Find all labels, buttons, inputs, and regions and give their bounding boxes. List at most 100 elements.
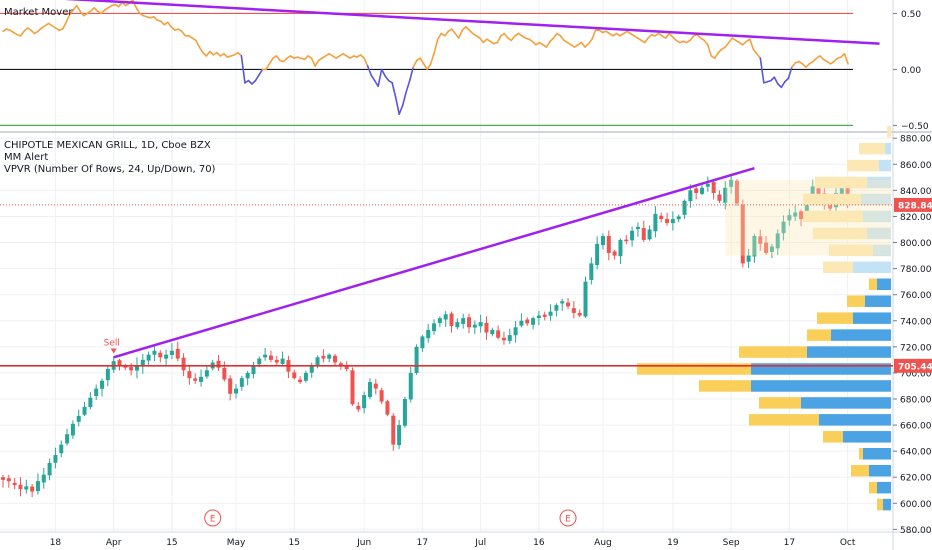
market-mover-pane[interactable] — [0, 0, 880, 127]
candle-body — [676, 216, 681, 220]
candle-body — [711, 181, 716, 193]
vp-down-bar — [877, 278, 891, 291]
candle-body — [787, 215, 792, 221]
candle-body — [338, 363, 343, 366]
candle-body — [59, 444, 64, 454]
candle-body — [408, 372, 413, 400]
osc-tick-label: −0.50 — [901, 122, 929, 132]
oscillator-segment — [503, 32, 509, 39]
oscillator-segment — [727, 37, 734, 44]
oscillator-segment — [377, 68, 383, 88]
oscillator-segment — [310, 57, 316, 67]
oscillator-segment — [314, 59, 320, 67]
price-tick-label: 820.00 — [900, 213, 932, 223]
oscillator-segment — [380, 68, 386, 77]
candle-body — [752, 236, 757, 257]
candle-body — [181, 357, 186, 371]
candle-body — [53, 455, 58, 463]
time-tick-label: 18 — [50, 538, 62, 548]
oscillator-segment — [75, 4, 81, 12]
candle-body — [694, 188, 699, 193]
candle-body — [839, 183, 844, 195]
vp-up-bar — [847, 159, 879, 172]
oscillator-segment — [482, 38, 488, 44]
vp-down-bar — [853, 312, 891, 324]
candle-body — [659, 215, 664, 220]
candle-body — [461, 318, 466, 324]
oscillator-segment — [282, 57, 288, 63]
candle-body — [496, 330, 501, 338]
oscillator-segment — [166, 21, 173, 28]
oscillator-segment — [479, 37, 485, 44]
oscillator-segment — [159, 20, 166, 26]
vp-down-bar — [885, 142, 891, 155]
oscillator-title: Market Mover — [4, 7, 73, 18]
price-tick-label: 620.00 — [900, 474, 932, 484]
oscillator-segment — [833, 57, 839, 63]
vp-highlight-zone — [725, 179, 891, 256]
candle-body — [653, 213, 658, 232]
candle-body — [740, 204, 745, 264]
candle-body — [688, 190, 693, 202]
candle-body — [187, 371, 192, 379]
time-tick-label: 19 — [667, 538, 679, 548]
candle-body — [257, 358, 262, 365]
oscillator-segment — [801, 63, 807, 68]
vp-up-bar — [815, 176, 867, 189]
oscillator-segment — [209, 50, 215, 56]
oscillator-segment — [510, 35, 516, 42]
candle-body — [303, 372, 308, 381]
candle-body — [548, 311, 553, 316]
price-badge — [894, 358, 932, 373]
candle-body — [100, 380, 105, 389]
oscillator-segment — [791, 61, 797, 68]
candle-body — [443, 314, 448, 320]
candle-body — [583, 281, 588, 317]
oscillator-segment — [591, 29, 597, 40]
candle-body — [1, 477, 5, 480]
candle-body — [123, 366, 128, 368]
vp-down-bar — [867, 176, 891, 189]
oscillator-segment — [30, 29, 36, 35]
candle-body — [105, 369, 110, 381]
candle-body — [239, 378, 244, 387]
vp-down-bar — [831, 329, 891, 341]
candle-body — [432, 323, 437, 332]
candle-body — [478, 322, 483, 327]
oscillator-segment — [713, 51, 720, 60]
earnings-label: E — [210, 515, 216, 525]
oscillator-segment — [812, 57, 818, 63]
legend-line-symbol: CHIPOTLE MEXICAN GRILL, 1D, Cboe BZX — [4, 140, 211, 151]
vp-down-bar — [801, 397, 891, 409]
oscillator-segment — [580, 41, 586, 48]
candle-body — [228, 378, 233, 394]
candle-body — [571, 308, 576, 313]
candle-body — [175, 348, 180, 359]
oscillator-segment — [419, 57, 425, 65]
oscillator-segment — [696, 33, 702, 39]
vp-up-bar — [803, 193, 861, 206]
vp-down-bar — [879, 159, 891, 172]
oscillator-segment — [131, 0, 138, 9]
oscillator-segment — [426, 63, 432, 71]
vp-down-bar — [819, 414, 891, 426]
candle-body — [606, 236, 611, 253]
candle-body — [700, 187, 704, 194]
vp-up-bar — [817, 312, 853, 324]
oscillator-segment — [756, 52, 762, 60]
candle-body — [490, 329, 495, 335]
vp-up-bar — [877, 498, 883, 511]
vp-up-bar — [699, 380, 751, 392]
candle-body — [665, 219, 670, 223]
candle-body — [420, 336, 425, 349]
candle-body — [321, 355, 326, 359]
oscillator-segment — [394, 96, 401, 116]
oscillator-segment — [268, 57, 274, 65]
candle-body — [734, 180, 739, 204]
price-pane[interactable] — [1, 173, 850, 498]
vp-up-bar — [851, 464, 869, 477]
candle-body — [146, 354, 151, 361]
oscillator-segment — [68, 9, 74, 16]
candle-body — [426, 329, 431, 339]
